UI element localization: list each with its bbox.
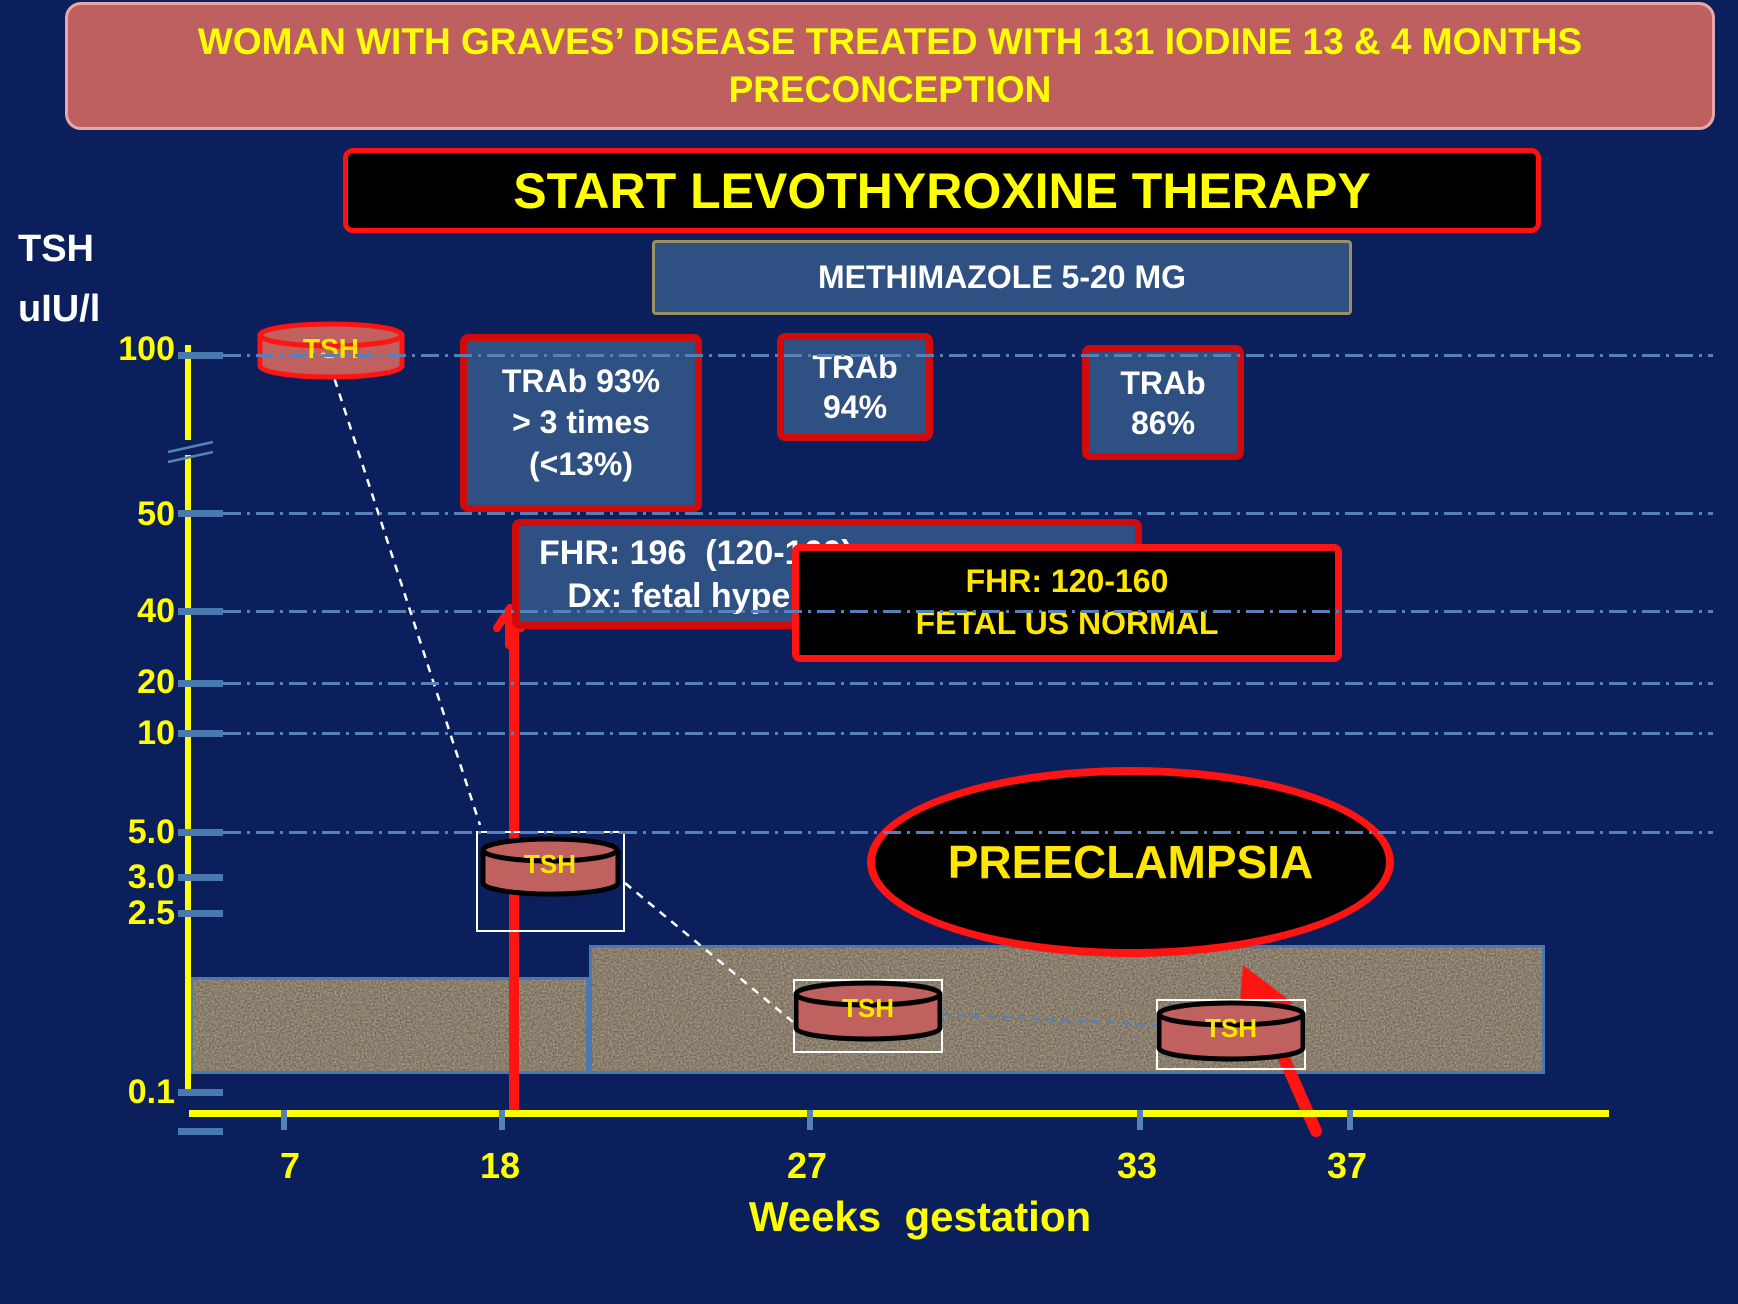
- svg-text:TSH: TSH: [1205, 1013, 1257, 1043]
- svg-text:TSH: TSH: [303, 333, 359, 364]
- svg-text:TSH: TSH: [842, 993, 894, 1023]
- svg-text:TSH: TSH: [524, 849, 576, 879]
